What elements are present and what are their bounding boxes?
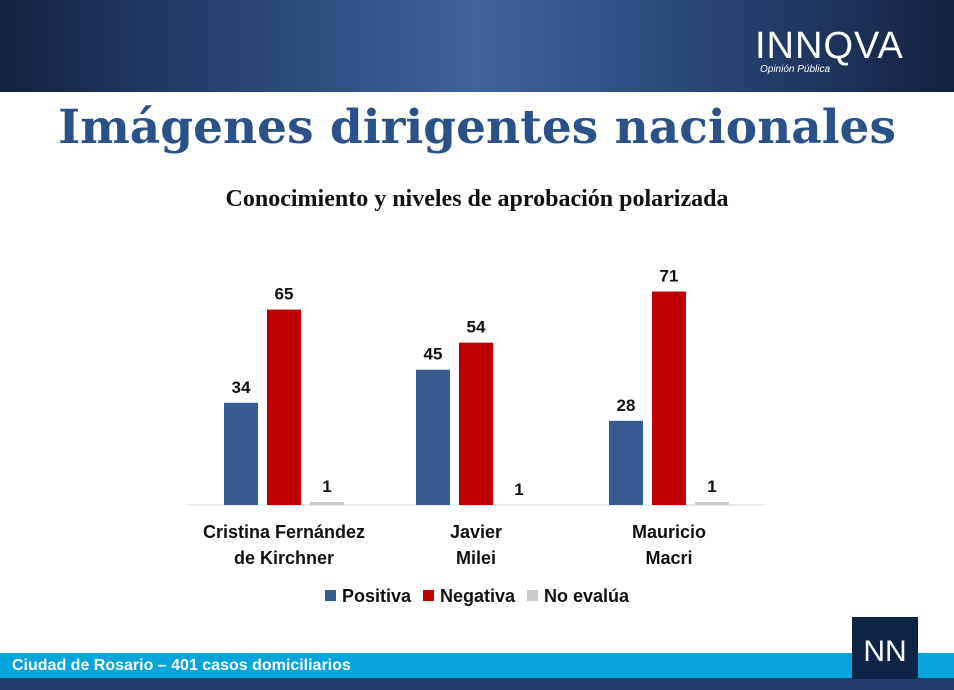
category-label-line: Cristina Fernández	[202, 522, 366, 542]
category-label: Javier Milei	[376, 519, 576, 571]
category-label-line: de Kirchner	[233, 548, 335, 568]
legend-item: Negativa	[422, 586, 516, 607]
bar-no-evalúa-0	[310, 501, 344, 505]
page-title: Imágenes dirigentes nacionales	[58, 100, 896, 155]
category-label-line: Milei	[455, 548, 496, 568]
legend-item: Positiva	[324, 586, 411, 607]
legend-label: Positiva	[341, 586, 411, 606]
innova-logo: INNQVA Opinión Pública	[755, 25, 904, 75]
data-label: 1	[707, 477, 716, 496]
category-label-line: Macri	[645, 548, 693, 568]
data-label: 45	[424, 345, 443, 364]
legend-swatch	[422, 590, 434, 601]
bar-no-evalúa-2	[695, 501, 729, 505]
data-label: 34	[232, 378, 251, 397]
data-label: 1	[322, 477, 331, 496]
bar-positiva-1	[416, 369, 450, 505]
data-label: 1	[514, 480, 523, 499]
chart-subtitle: Conocimiento y niveles de aprobación pol…	[225, 186, 729, 212]
data-label: 28	[617, 396, 636, 415]
footer-bar	[0, 653, 954, 678]
footer-logo-text: NN	[863, 635, 906, 668]
data-label: 65	[275, 285, 294, 304]
logo-text: INNQVA	[755, 25, 904, 67]
category-label: Cristina Fernández de Kirchner	[184, 519, 384, 571]
bar-positiva-0	[224, 402, 258, 505]
category-label-line: Javier	[449, 522, 503, 542]
legend-item: No evalúa	[527, 586, 629, 607]
category-label-line: Mauricio	[631, 522, 706, 542]
logo-tagline: Opinión Pública	[760, 64, 830, 75]
category-label: Mauricio Macri	[569, 519, 769, 571]
bar-positiva-2	[609, 420, 643, 505]
header-banner: INNQVA Opinión Pública	[0, 0, 954, 92]
legend-label: Negativa	[439, 586, 516, 606]
legend-swatch	[527, 590, 539, 601]
legend-swatch	[324, 590, 336, 601]
data-label: 71	[660, 267, 679, 286]
legend-label: No evalúa	[544, 586, 630, 606]
bar-negativa-2	[652, 291, 686, 505]
nn-logo: NN	[852, 617, 918, 679]
bar-negativa-0	[267, 309, 301, 505]
footer-caption: Ciudad de Rosario – 401 casos domiciliar…	[12, 657, 351, 674]
footer-bottom-strip	[0, 678, 954, 690]
chart-legend: Positiva Negativa No evalúa	[0, 586, 954, 607]
data-label: 54	[467, 318, 486, 337]
bar-negativa-1	[459, 342, 493, 505]
